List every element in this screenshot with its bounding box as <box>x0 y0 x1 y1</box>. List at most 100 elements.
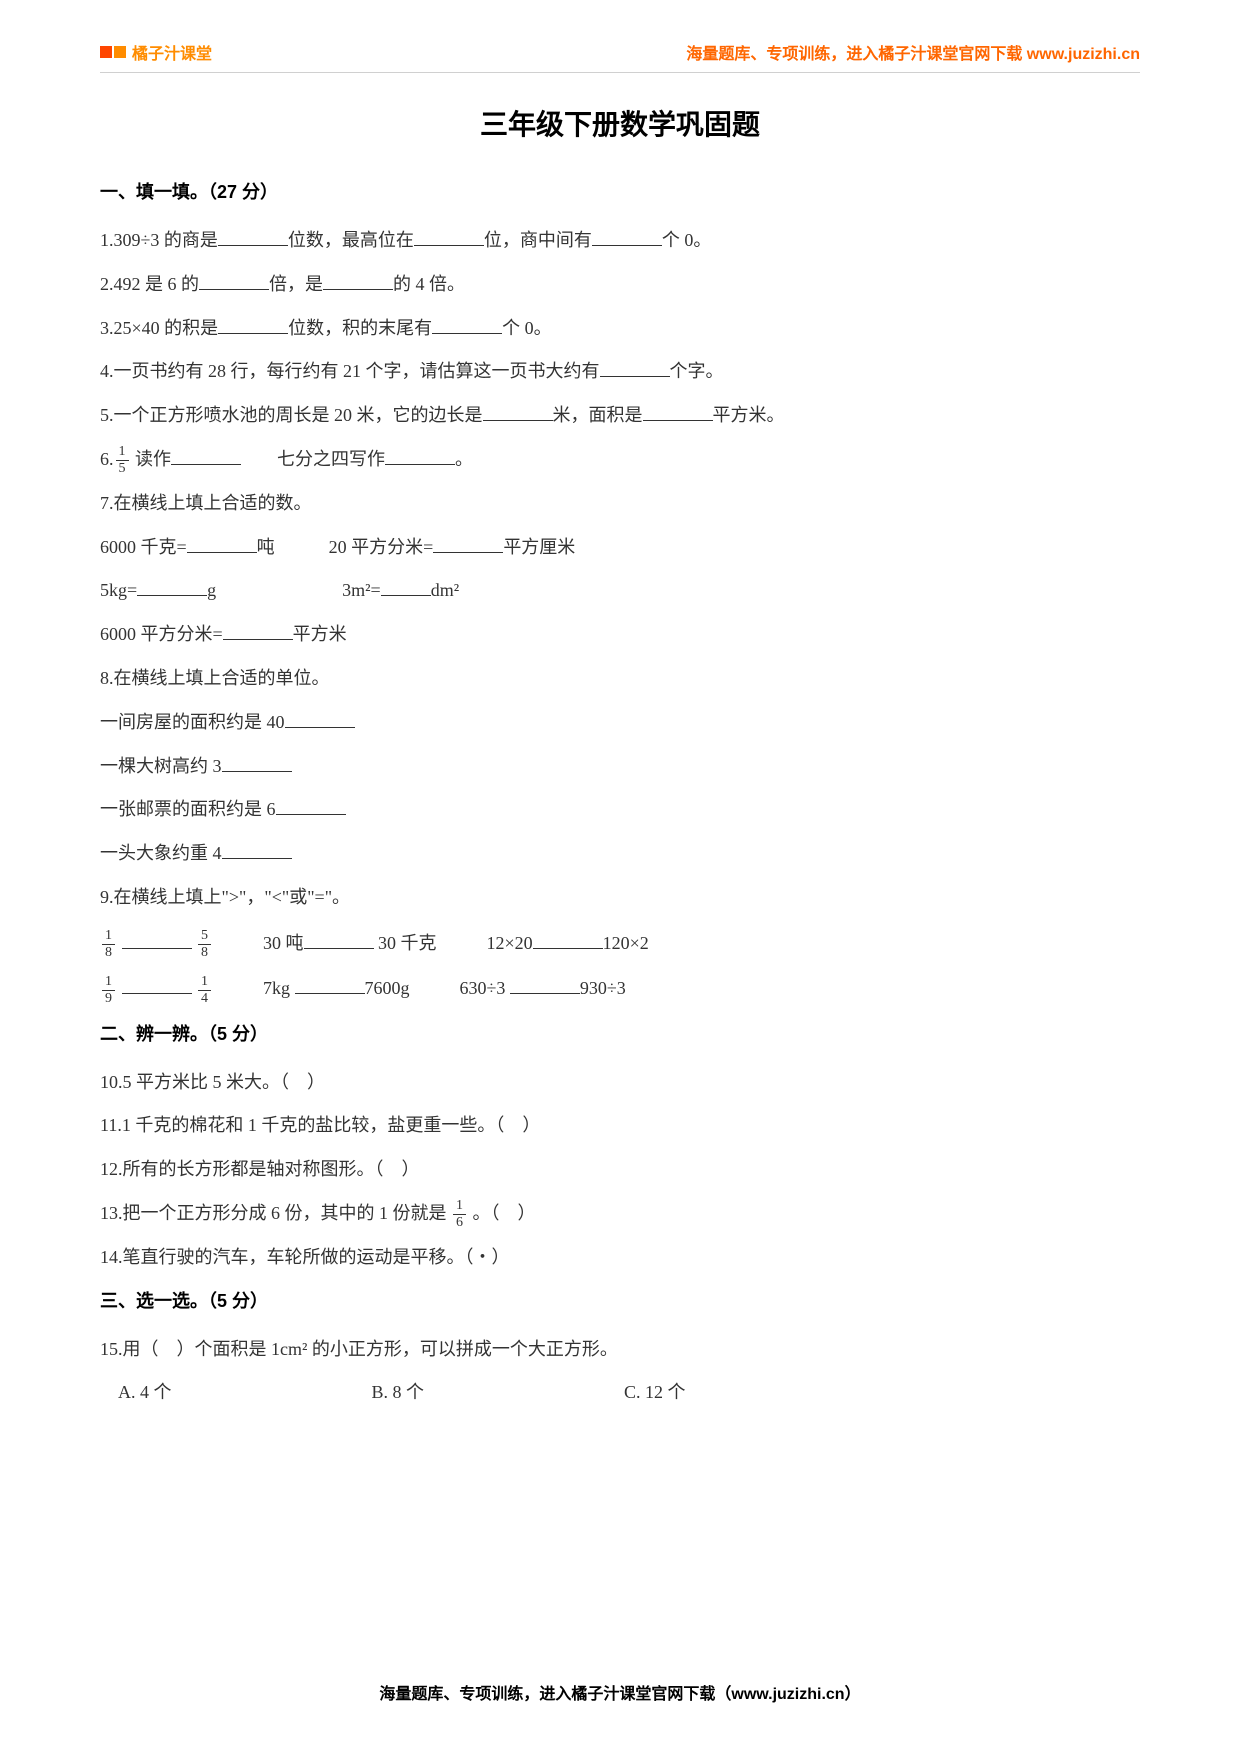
q5-text: 5.一个正方形喷水池的周长是 20 米，它的边长是 <box>100 405 483 425</box>
numerator: 1 <box>102 975 115 991</box>
fraction: 16 <box>453 1199 466 1230</box>
logo-icon <box>100 46 126 58</box>
question-14: 14.笔直行驶的汽车，车轮所做的运动是平移。（・） <box>100 1239 1140 1277</box>
compare-item: 7kg 7600g <box>263 968 410 1009</box>
q1-text: 个 0。 <box>662 230 712 250</box>
option-c: C. 12 个 <box>624 1378 686 1404</box>
worksheet-page: 橘子汁课堂 海量题库、专项训练，进入橘子汁课堂官网下载 www.juzizhi.… <box>0 0 1240 1444</box>
question-8-line2: 一棵大树高约 3 <box>100 748 1140 786</box>
blank <box>483 403 553 421</box>
question-8-line4: 一头大象约重 4 <box>100 835 1140 873</box>
q13-text: 13.把一个正方形分成 6 份，其中的 1 份就是 <box>100 1203 451 1223</box>
question-6: 6.15 读作 七分之四写作 。 <box>100 441 1140 479</box>
compare-item: 12×20 120×2 <box>487 923 649 964</box>
q7-text: dm² <box>431 580 459 600</box>
q1-text: 1.309÷3 的商是 <box>100 230 218 250</box>
blank <box>510 976 580 994</box>
denominator: 5 <box>116 461 129 476</box>
q2-text: 倍，是 <box>269 274 323 294</box>
q5-text: 米，面积是 <box>553 405 643 425</box>
q3-text: 个 0。 <box>502 318 552 338</box>
q4-text: 个字。 <box>670 361 724 381</box>
question-7-line2: 5kg= g 3m²= dm² <box>100 572 1140 610</box>
numerator: 1 <box>102 929 115 945</box>
q6-text: 。 <box>455 449 473 469</box>
q4-text: 4.一页书约有 28 行，每行约有 21 个字，请估算这一页书大约有 <box>100 361 600 381</box>
q8-text: 一头大象约重 4 <box>100 843 222 863</box>
page-header: 橘子汁课堂 海量题库、专项训练，进入橘子汁课堂官网下载 www.juzizhi.… <box>100 40 1140 73</box>
q8-text: 一棵大树高约 3 <box>100 756 222 776</box>
page-footer: 海量题库、专项训练，进入橘子汁课堂官网下载（www.juzizhi.cn） <box>0 1680 1240 1704</box>
compare-item: 630÷3 930÷3 <box>460 968 626 1009</box>
question-2: 2.492 是 6 的 倍，是 的 4 倍。 <box>100 266 1140 304</box>
q1-text: 位，商中间有 <box>484 230 592 250</box>
compare-text: 930÷3 <box>580 978 626 998</box>
blank <box>533 931 603 949</box>
compare-text: 120×2 <box>603 933 649 953</box>
blank <box>222 841 292 859</box>
section-2-header: 二、辨一辨。（5 分） <box>100 1020 1140 1046</box>
q2-text: 的 4 倍。 <box>393 274 465 294</box>
q7-text: 平方米 <box>293 624 347 644</box>
blank <box>381 578 431 596</box>
q7-text: 平方厘米 <box>503 537 575 557</box>
blank <box>295 976 365 994</box>
section-3-header: 三、选一选。（5 分） <box>100 1287 1140 1313</box>
question-7-line1: 6000 千克= 吨 20 平方分米= 平方厘米 <box>100 529 1140 567</box>
blank <box>643 403 713 421</box>
q5-text: 平方米。 <box>713 405 785 425</box>
fraction: 58 <box>198 929 211 960</box>
numerator: 1 <box>116 445 129 461</box>
question-10: 10.5 平方米比 5 米大。（ ） <box>100 1064 1140 1102</box>
blank <box>137 578 207 596</box>
denominator: 4 <box>198 991 211 1006</box>
question-3: 3.25×40 的积是 位数，积的末尾有 个 0。 <box>100 310 1140 348</box>
blank <box>285 710 355 728</box>
numerator: 1 <box>453 1199 466 1215</box>
question-9-row1: 18 58 30 吨 30 千克 12×20 120×2 <box>100 923 1140 964</box>
logo-text: 橘子汁课堂 <box>132 40 212 64</box>
q3-text: 位数，积的末尾有 <box>288 318 432 338</box>
q7-text: 6000 平方分米= <box>100 624 223 644</box>
question-4: 4.一页书约有 28 行，每行约有 21 个字，请估算这一页书大约有 个字。 <box>100 353 1140 391</box>
question-15: 15.用（ ）个面积是 1cm² 的小正方形，可以拼成一个大正方形。 <box>100 1331 1140 1369</box>
compare-text: 12×20 <box>487 933 533 953</box>
q7-text: 吨 20 平方分米= <box>257 537 434 557</box>
q6-text: 读作 <box>131 449 172 469</box>
question-13: 13.把一个正方形分成 6 份，其中的 1 份就是 16 。（ ） <box>100 1195 1140 1233</box>
section-1-header: 一、填一填。（27 分） <box>100 178 1140 204</box>
q6-text: 七分之四写作 <box>241 449 385 469</box>
q7-text: g 3m²= <box>207 580 381 600</box>
compare-item: 18 58 <box>100 923 213 964</box>
denominator: 6 <box>453 1215 466 1230</box>
question-7-line3: 6000 平方分米= 平方米 <box>100 616 1140 654</box>
q7-text: 6000 千克= <box>100 537 187 557</box>
q6-text: 6. <box>100 449 114 469</box>
question-12: 12.所有的长方形都是轴对称图形。（ ） <box>100 1151 1140 1189</box>
question-7: 7.在横线上填上合适的数。 <box>100 485 1140 523</box>
question-9-row2: 19 14 7kg 7600g 630÷3 930÷3 <box>100 968 1140 1009</box>
compare-text: 30 千克 <box>374 933 437 953</box>
fraction: 15 <box>116 445 129 476</box>
q3-text: 3.25×40 的积是 <box>100 318 218 338</box>
blank <box>433 535 503 553</box>
blank <box>222 754 292 772</box>
denominator: 9 <box>102 991 115 1006</box>
compare-text: 630÷3 <box>460 978 510 998</box>
denominator: 8 <box>102 945 115 960</box>
blank <box>432 316 502 334</box>
blank <box>323 272 393 290</box>
question-8-line3: 一张邮票的面积约是 6 <box>100 791 1140 829</box>
blank <box>218 316 288 334</box>
q7-text: 5kg= <box>100 580 137 600</box>
numerator: 1 <box>198 975 211 991</box>
blank <box>223 622 293 640</box>
blank <box>171 447 241 465</box>
fraction: 18 <box>102 929 115 960</box>
option-b: B. 8 个 <box>372 1378 425 1404</box>
blank <box>218 228 288 246</box>
blank <box>187 535 257 553</box>
blank <box>414 228 484 246</box>
q2-text: 2.492 是 6 的 <box>100 274 199 294</box>
compare-text: 30 吨 <box>263 933 304 953</box>
